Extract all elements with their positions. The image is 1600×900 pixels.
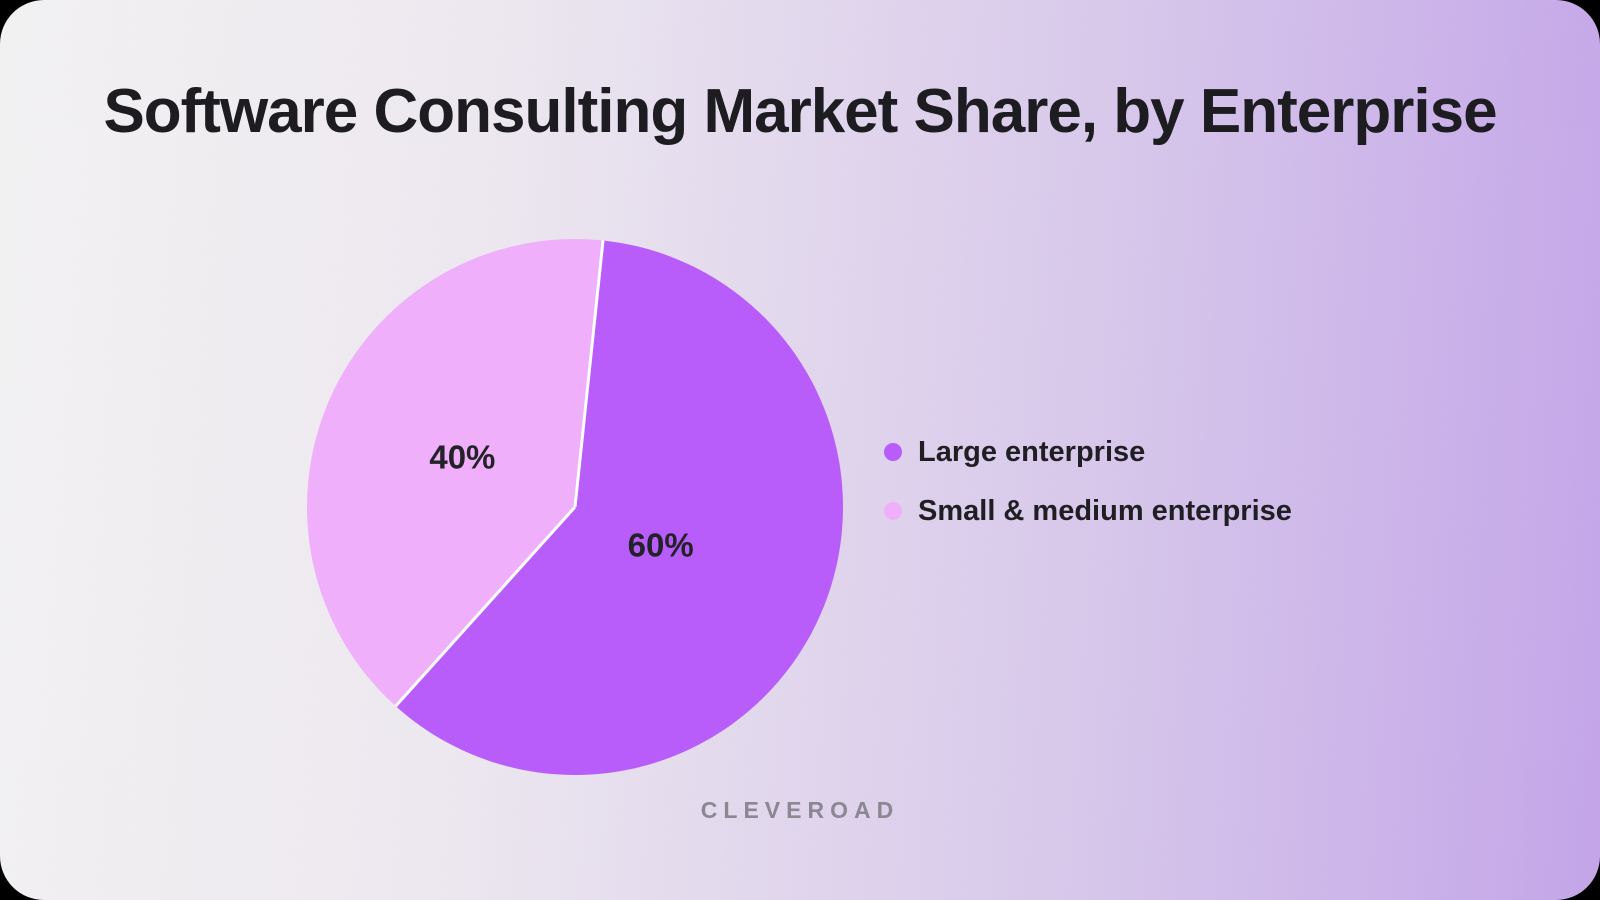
slice-separator [573, 240, 605, 508]
pie-slice-label-1: 40% [429, 438, 495, 475]
chart-title: Software Consulting Market Share, by Ent… [103, 77, 1497, 146]
legend-label-large-enterprise: Large enterprise [918, 435, 1146, 468]
pie-chart: 60% 40% [295, 227, 855, 787]
pie-slice-0 [395, 240, 843, 775]
legend-label-small-medium-enterprise: Small & medium enterprise [918, 494, 1292, 527]
slice-separator [394, 505, 577, 708]
legend-dot-large-enterprise [884, 443, 902, 461]
legend-item-large-enterprise: Large enterprise [884, 434, 1292, 470]
legend: Large enterprise Small & medium enterpri… [884, 434, 1292, 529]
legend-item-small-medium-enterprise: Small & medium enterprise [884, 493, 1292, 529]
brand-logo: CLEVEROAD [700, 797, 900, 823]
pie-slice-1 [307, 238, 604, 707]
pie-chart-svg: 60% 40% [307, 238, 843, 775]
legend-dot-small-medium-enterprise [884, 502, 902, 520]
pie-slice-label-0: 60% [628, 527, 694, 564]
